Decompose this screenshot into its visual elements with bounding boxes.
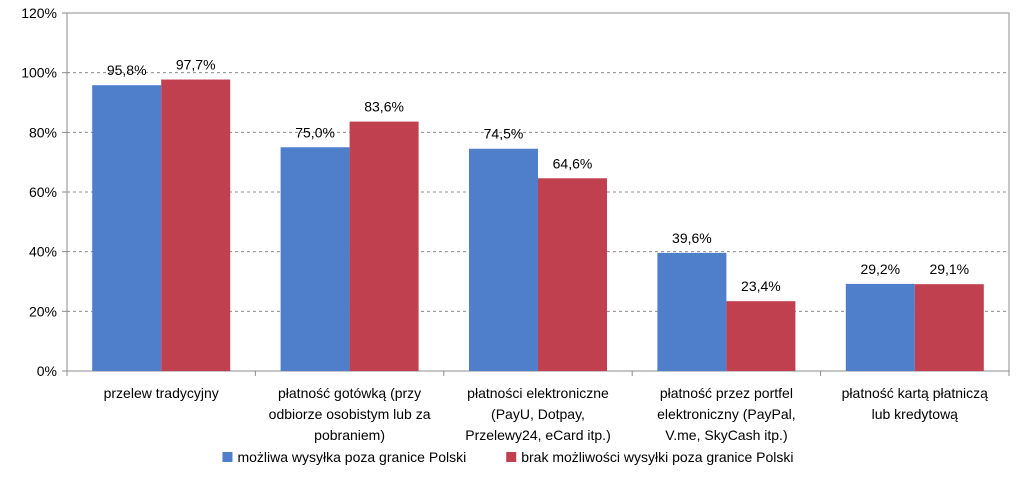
- legend-label: brak możliwości wysyłki poza granice Pol…: [521, 449, 793, 465]
- legend: możliwa wysyłka poza granice Polski brak …: [222, 449, 794, 465]
- x-category-label-line: V.me, SkyCash itp.): [665, 427, 787, 443]
- y-tick-label: 20%: [29, 303, 57, 319]
- bar: [657, 252, 727, 371]
- data-label: 97,7%: [176, 57, 216, 73]
- bar: [349, 121, 419, 372]
- x-category-label-line: płatność gotówką (przy: [278, 385, 421, 401]
- x-category-label: przelew tradycyjny: [104, 385, 219, 401]
- x-category-label-line: płatności elektroniczne: [467, 385, 609, 401]
- data-label: 95,8%: [107, 62, 147, 78]
- x-category-label-line: przelew tradycyjny: [104, 385, 219, 401]
- bar: [726, 301, 796, 371]
- data-label: 29,1%: [929, 261, 969, 277]
- x-category-label-line: pobraniem): [314, 427, 385, 443]
- legend-label: możliwa wysyłka poza granice Polski: [237, 449, 466, 465]
- x-category-label: płatność gotówką (przy odbiorze osobistym…: [269, 385, 431, 443]
- bar: [92, 85, 162, 372]
- data-label: 74,5%: [484, 126, 524, 142]
- bars: [92, 79, 984, 372]
- data-labels: 95,8% 97,7% 75,0% 83,6% 74,5% 64,6% 39,6% 23,4%…: [107, 57, 969, 295]
- bar: [469, 148, 538, 371]
- data-label: 39,6%: [672, 230, 712, 246]
- x-category-label-line: (PayU, Dotpay,: [491, 406, 585, 422]
- y-tick-label: 60%: [29, 184, 57, 200]
- x-category-label-line: płatność przez portfel: [660, 385, 793, 401]
- x-category-label: płatności elektroniczne (PayU, Dotpay, Prz…: [465, 385, 611, 443]
- y-tick-label: 40%: [29, 244, 57, 260]
- data-label: 64,6%: [553, 155, 593, 171]
- x-category-label-line: płatność kartą płatniczą: [842, 385, 989, 401]
- bar: [538, 178, 607, 371]
- axes: 0% 20% 40% 60% 80% 100% 120% przelew tradycyjny…: [21, 5, 1010, 443]
- x-category-label-line: Przelewy24, eCard itp.): [465, 427, 611, 443]
- data-label: 23,4%: [741, 278, 781, 294]
- bar: [914, 284, 984, 371]
- legend-swatch: [222, 452, 233, 462]
- x-category-label: płatność przez portfel elektroniczny (Pay…: [657, 385, 796, 443]
- bar: [280, 147, 350, 371]
- x-category-label-line: elektroniczny (PayPal,: [657, 406, 796, 422]
- data-label: 75,0%: [295, 124, 335, 140]
- y-tick-label: 100%: [21, 65, 57, 81]
- bar: [845, 283, 915, 371]
- bar: [161, 79, 231, 372]
- legend-swatch: [506, 452, 517, 462]
- data-label: 83,6%: [364, 99, 404, 115]
- x-category-label: płatność kartą płatniczą lub kredytową: [842, 385, 989, 422]
- y-tick-label: 120%: [21, 5, 57, 21]
- y-tick-label: 80%: [29, 124, 57, 140]
- x-category-label-line: odbiorze osobistym lub za: [269, 406, 431, 422]
- data-label: 29,2%: [860, 261, 900, 277]
- y-tick-label: 0%: [37, 363, 57, 379]
- x-category-label-line: lub kredytową: [872, 406, 959, 422]
